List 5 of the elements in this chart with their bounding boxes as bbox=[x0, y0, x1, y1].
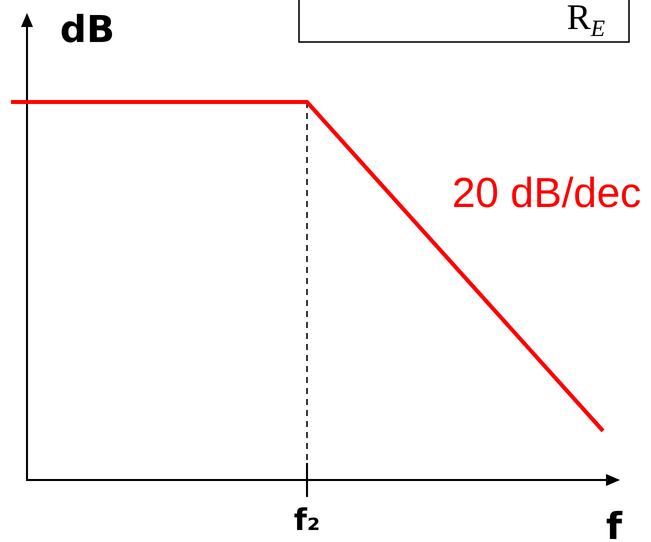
text: f₂ bbox=[294, 503, 320, 538]
y-axis-title: dB bbox=[60, 8, 115, 51]
annotation: 20 dB/dec bbox=[452, 169, 642, 216]
x-axis-title: f bbox=[606, 505, 623, 542]
text: R$_{E}$ bbox=[566, 0, 605, 42]
